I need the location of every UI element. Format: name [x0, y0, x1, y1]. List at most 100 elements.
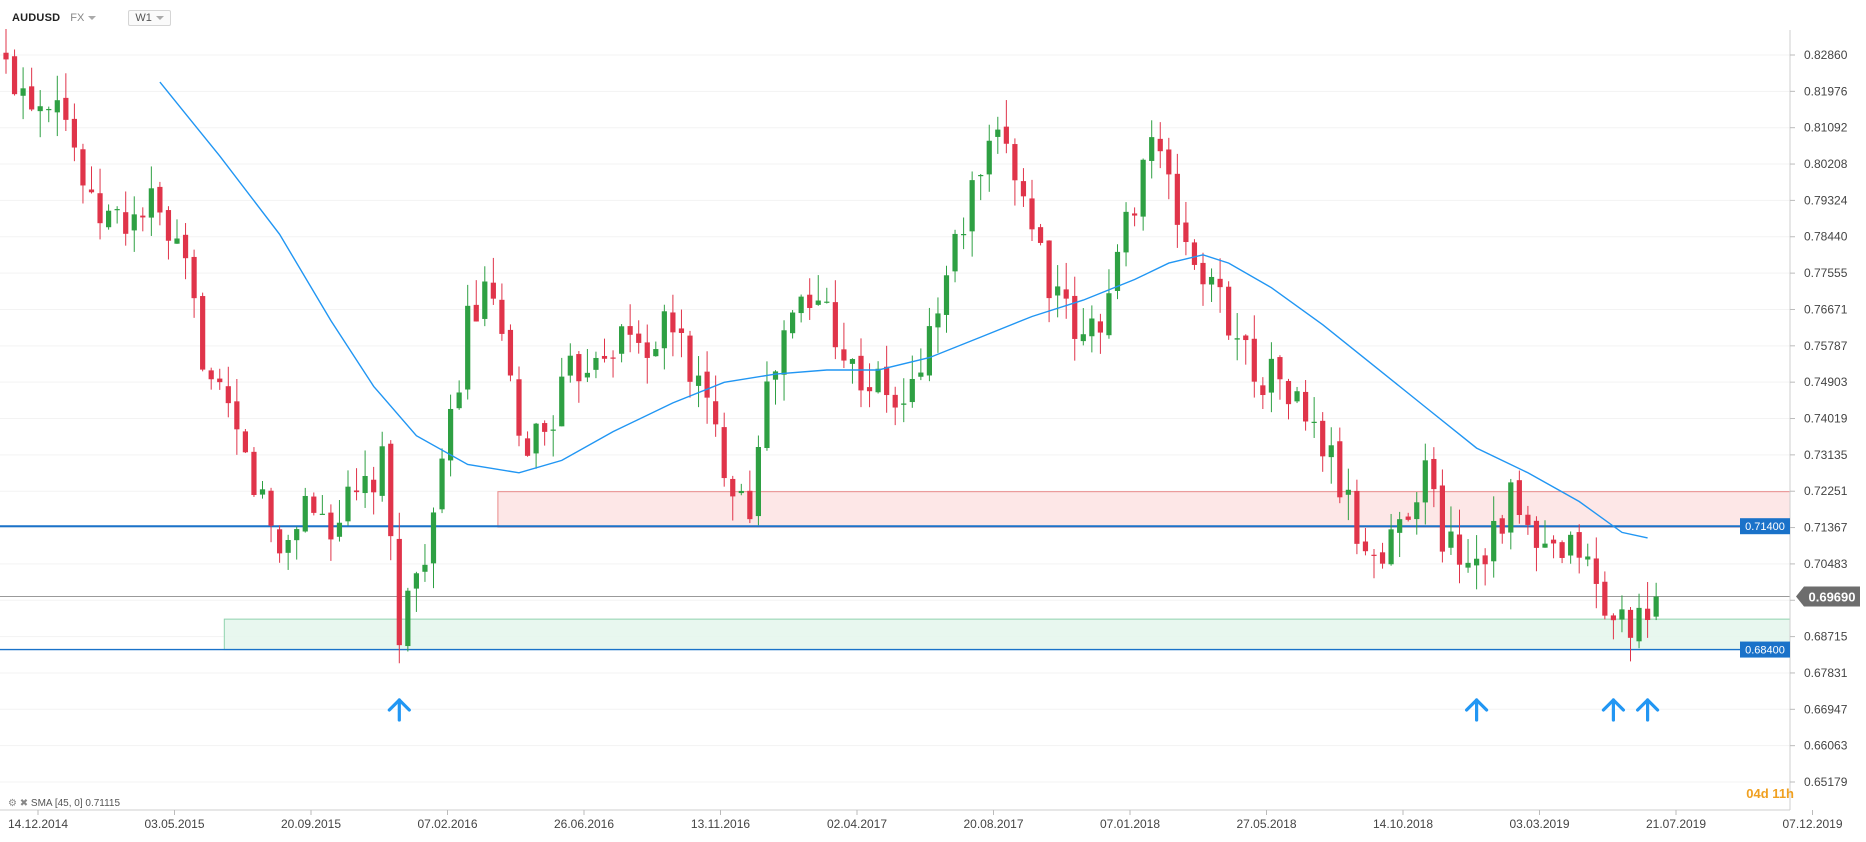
candle-body	[1354, 490, 1360, 544]
symbol-label[interactable]: AUDUSD	[12, 12, 61, 24]
candle-body	[1550, 539, 1557, 544]
candle-body	[1055, 286, 1061, 296]
candle-body	[490, 282, 496, 299]
candle-body	[140, 215, 146, 218]
candle-body	[1482, 555, 1488, 565]
candle-body	[610, 357, 616, 359]
candle-body	[1063, 289, 1069, 299]
candle-body	[832, 302, 838, 348]
candle-body	[1183, 222, 1189, 243]
candle-body	[311, 496, 317, 513]
candle-body	[516, 379, 522, 436]
candle-body	[1533, 520, 1540, 548]
candle-body	[533, 423, 539, 454]
candle-body	[157, 186, 163, 213]
x-tick-label: 03.05.2015	[144, 817, 204, 831]
candle-body	[268, 490, 274, 526]
candle-body	[1405, 516, 1411, 520]
x-tick-label: 14.10.2018	[1373, 817, 1433, 831]
candle-body	[1191, 242, 1198, 265]
candle-body	[1388, 529, 1394, 565]
candle-body	[217, 378, 223, 383]
candle-body	[1157, 138, 1163, 152]
candle-body	[730, 478, 736, 497]
candle-body	[1029, 198, 1035, 230]
candle-body	[1448, 531, 1454, 548]
timeframe-label: W1	[135, 12, 152, 24]
candle-body	[653, 349, 659, 357]
candle-body	[63, 97, 69, 120]
candle-body	[798, 296, 804, 314]
candle-body	[542, 423, 548, 432]
chevron-down-icon	[155, 16, 164, 21]
x-tick-label: 07.12.2019	[1782, 817, 1842, 831]
candle-body	[1277, 357, 1283, 380]
y-tick-label: 0.81092	[1804, 121, 1848, 135]
market-dropdown[interactable]: FX	[70, 12, 97, 24]
candle-body	[1200, 262, 1206, 285]
candle-body	[619, 326, 625, 354]
candle-body	[251, 451, 257, 496]
y-tick-label: 0.67831	[1804, 666, 1848, 680]
candle-body	[627, 326, 633, 335]
candle-body	[1123, 211, 1129, 253]
y-tick-label: 0.80208	[1804, 157, 1848, 171]
candle-body	[174, 238, 180, 244]
close-icon[interactable]: ✖	[19, 798, 29, 809]
candle-body	[1020, 181, 1027, 197]
candle-body	[465, 305, 471, 390]
candle-body	[1003, 126, 1009, 144]
candle-body	[755, 447, 761, 517]
candle-body	[1345, 489, 1351, 495]
candle-body	[1576, 532, 1582, 558]
candle-body	[3, 52, 9, 60]
last-price-tag	[1796, 586, 1860, 607]
candle-body	[405, 590, 411, 647]
candle-body	[225, 386, 231, 404]
candle-body	[277, 529, 283, 554]
candle-body	[1208, 276, 1215, 285]
candle-body	[772, 371, 779, 380]
settings-icon[interactable]: ⚙	[8, 798, 17, 809]
candle-body	[499, 299, 505, 334]
x-tick-label: 03.03.2019	[1509, 817, 1569, 831]
resistance-zone	[497, 491, 1791, 528]
candle-body	[695, 375, 702, 386]
candle-body	[1397, 519, 1403, 533]
candle-body	[1568, 534, 1574, 556]
candle-body	[858, 355, 864, 391]
candle-body	[918, 372, 924, 377]
y-tick-label: 0.74903	[1804, 375, 1848, 389]
candle-body	[986, 140, 992, 175]
candle-body	[593, 357, 599, 370]
candle-body	[1465, 562, 1471, 568]
candle-body	[1328, 445, 1334, 458]
y-tick-label: 0.70483	[1804, 557, 1848, 571]
candle-body	[1166, 149, 1172, 175]
candle-body	[1080, 334, 1086, 342]
candle-body	[1089, 318, 1095, 337]
candle-body	[926, 326, 932, 376]
candle-body	[1627, 609, 1634, 638]
signal-arrows	[387, 698, 1660, 722]
candle-body	[713, 401, 719, 425]
candle-body	[1474, 558, 1480, 566]
candle-body	[1243, 335, 1249, 341]
candle-body	[1610, 615, 1616, 621]
candle-body	[302, 495, 308, 532]
candle-body	[1174, 173, 1180, 225]
y-tick-label: 0.74019	[1804, 412, 1848, 426]
candle-body	[259, 489, 266, 495]
y-tick-label: 0.68715	[1804, 630, 1848, 644]
y-tick-label: 0.72251	[1804, 484, 1848, 498]
candle-body	[131, 214, 137, 231]
candle-body	[892, 394, 898, 408]
candle-body	[807, 294, 813, 308]
candle-body	[165, 210, 172, 241]
candle-body	[875, 368, 881, 393]
timeframe-dropdown[interactable]: W1	[128, 10, 171, 26]
indicator-legend[interactable]: ⚙ ✖ SMA [45, 0] 0.71115	[8, 798, 120, 809]
candles	[3, 28, 1659, 664]
